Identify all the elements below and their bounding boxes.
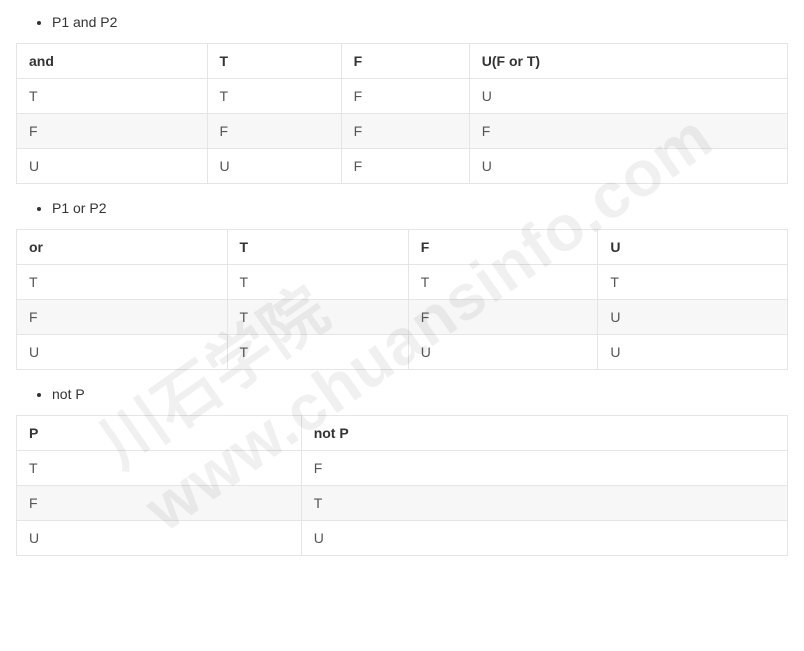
cell: T [408, 265, 598, 300]
col-header: U [598, 230, 788, 265]
cell: F [207, 114, 341, 149]
table-row: F F F F [17, 114, 788, 149]
cell: F [469, 114, 787, 149]
page-root: 川石学院 www.chuansinfo.com P1 and P2 and T … [0, 0, 804, 586]
cell: F [17, 486, 302, 521]
cell: F [341, 79, 469, 114]
cell: F [17, 300, 228, 335]
cell: F [341, 149, 469, 184]
cell: U [598, 300, 788, 335]
cell: T [17, 265, 228, 300]
bullet-item: P1 or P2 [52, 198, 788, 219]
col-header: T [227, 230, 408, 265]
table-row: U U [17, 521, 788, 556]
bullet-list-1: P1 and P2 [16, 12, 788, 33]
bullet-item: not P [52, 384, 788, 405]
cell: F [408, 300, 598, 335]
table-row: F T [17, 486, 788, 521]
truth-table-not: P not P T F F T U U [16, 415, 788, 556]
col-header: not P [301, 416, 787, 451]
cell: T [227, 335, 408, 370]
bullet-list-3: not P [16, 384, 788, 405]
cell: U [17, 521, 302, 556]
truth-table-and: and T F U(F or T) T T F U F F F F U U [16, 43, 788, 184]
table-header-row: P not P [17, 416, 788, 451]
cell: F [301, 451, 787, 486]
cell: U [408, 335, 598, 370]
col-header: P [17, 416, 302, 451]
cell: T [207, 79, 341, 114]
cell: U [17, 149, 208, 184]
col-header: or [17, 230, 228, 265]
col-header: F [408, 230, 598, 265]
table-row: T F [17, 451, 788, 486]
col-header: T [207, 44, 341, 79]
cell: U [598, 335, 788, 370]
cell: T [598, 265, 788, 300]
col-header: and [17, 44, 208, 79]
col-header: F [341, 44, 469, 79]
cell: T [17, 79, 208, 114]
table-row: U T U U [17, 335, 788, 370]
col-header: U(F or T) [469, 44, 787, 79]
cell: U [469, 149, 787, 184]
cell: T [301, 486, 787, 521]
cell: U [207, 149, 341, 184]
cell: U [301, 521, 787, 556]
table-row: T T T T [17, 265, 788, 300]
cell: U [17, 335, 228, 370]
cell: F [341, 114, 469, 149]
cell: T [227, 265, 408, 300]
bullet-list-2: P1 or P2 [16, 198, 788, 219]
table-header-row: or T F U [17, 230, 788, 265]
table-row: T T F U [17, 79, 788, 114]
cell: T [17, 451, 302, 486]
cell: F [17, 114, 208, 149]
cell: U [469, 79, 787, 114]
table-header-row: and T F U(F or T) [17, 44, 788, 79]
truth-table-or: or T F U T T T T F T F U U T U [16, 229, 788, 370]
bullet-item: P1 and P2 [52, 12, 788, 33]
table-row: F T F U [17, 300, 788, 335]
table-row: U U F U [17, 149, 788, 184]
cell: T [227, 300, 408, 335]
